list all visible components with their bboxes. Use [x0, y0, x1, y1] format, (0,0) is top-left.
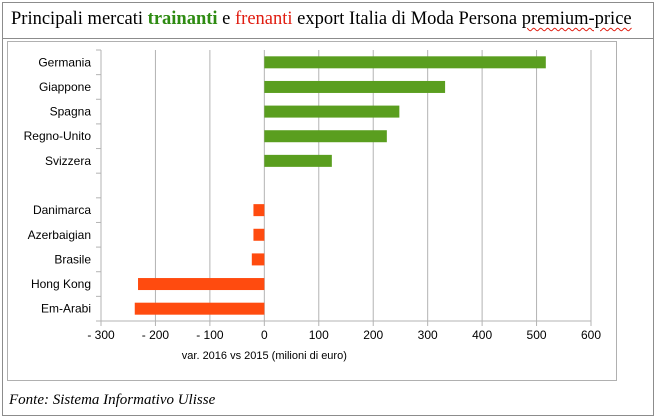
- category-label: Azerbaigian: [28, 228, 91, 242]
- bar-brasile: [251, 253, 265, 266]
- category-label: Giappone: [39, 80, 91, 94]
- chart-frame: Principali mercati trainanti e frenanti …: [2, 2, 654, 416]
- x-tick-label: 0: [261, 328, 268, 342]
- title-frenanti: frenanti: [235, 9, 293, 29]
- bar-chart: Germania Giappone Spagna Regno-Unito Svizzer…: [24, 49, 601, 362]
- source-note: Fonte: Sistema Informativo Ulisse: [9, 392, 216, 408]
- x-tick-label: 500: [527, 328, 547, 342]
- title-part-5: export Italia di Moda Persona: [292, 9, 522, 29]
- bar-giappone: [264, 80, 446, 93]
- x-tick-label: - 100: [196, 328, 224, 342]
- category-label: Danimarca: [33, 203, 91, 217]
- x-tick-label: - 300: [87, 328, 115, 342]
- bar-germania: [264, 56, 546, 69]
- category-label: Hong Kong: [31, 277, 91, 291]
- bar-regno-unito: [264, 130, 387, 143]
- bar-azerbaigian: [253, 228, 265, 241]
- x-tick-label: 200: [363, 328, 383, 342]
- bar-danimarca: [253, 204, 265, 217]
- x-tick-label: 600: [581, 328, 601, 342]
- chart-title: Principali mercati trainanti e frenanti …: [3, 3, 653, 39]
- bar-em-arabi: [134, 302, 265, 315]
- category-label: Em-Arabi: [41, 302, 91, 316]
- bar-hong-kong: [138, 278, 265, 291]
- category-label: Regno-Unito: [24, 129, 92, 143]
- x-axis-title: var. 2016 vs 2015 (milioni di euro): [182, 350, 347, 362]
- bar-svizzera: [264, 154, 332, 167]
- title-part-1: Principali mercati: [11, 9, 148, 29]
- title-trainanti: trainanti: [147, 9, 218, 29]
- x-tick-label: 300: [418, 328, 438, 342]
- category-label: Germania: [38, 55, 91, 69]
- x-tick-label: 400: [472, 328, 492, 342]
- bar-spagna: [264, 105, 400, 118]
- category-label: Spagna: [50, 105, 92, 119]
- x-tick-label: 100: [309, 328, 329, 342]
- plot-area: Germania Giappone Spagna Regno-Unito Svizzer…: [7, 41, 617, 381]
- title-part-3: e: [217, 9, 236, 29]
- category-label: Svizzera: [45, 154, 91, 168]
- category-label: Brasile: [54, 252, 91, 266]
- title-premium-price: premium-price: [521, 9, 632, 29]
- x-tick-label: - 200: [142, 328, 170, 342]
